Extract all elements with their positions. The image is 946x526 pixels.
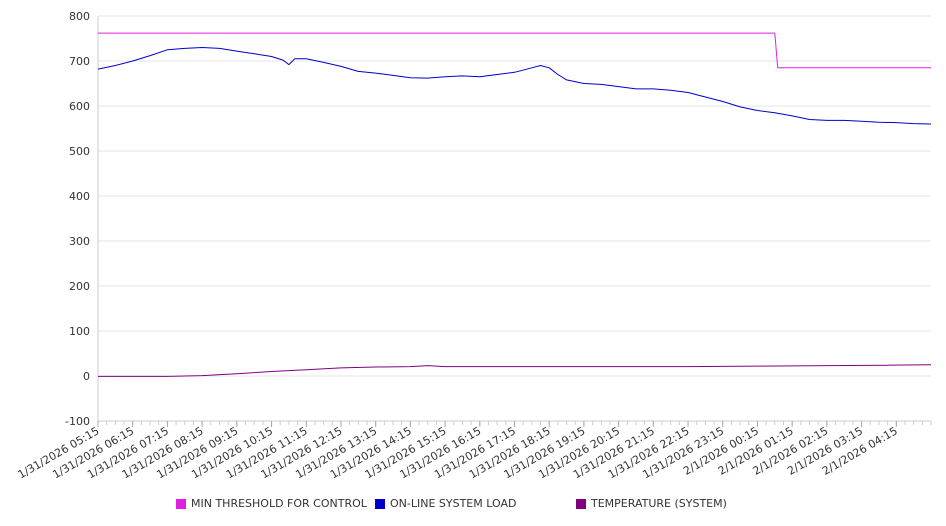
y-tick-label: 0	[83, 370, 90, 383]
y-tick-label: 400	[69, 190, 90, 203]
y-tick-label: -100	[65, 415, 90, 428]
series-line-2	[97, 47, 932, 125]
series-line-1	[98, 32, 931, 69]
legend-swatch	[176, 498, 186, 509]
y-tick-label: 100	[69, 325, 90, 338]
y-tick-label: 800	[69, 10, 90, 23]
legend-item[interactable]: MIN THRESHOLD FOR CONTROL	[176, 497, 367, 510]
y-tick-label: 700	[69, 55, 90, 68]
legend-swatch	[576, 498, 586, 509]
legend-swatch	[375, 498, 385, 509]
legend-item[interactable]: ON-LINE SYSTEM LOAD	[375, 497, 516, 510]
y-tick-label: 200	[69, 280, 90, 293]
y-tick-label: 600	[69, 100, 90, 113]
legend-label: TEMPERATURE (SYSTEM)	[591, 497, 727, 510]
legend-label: ON-LINE SYSTEM LOAD	[390, 497, 517, 510]
grid-layer	[98, 15, 931, 422]
series-line-3	[98, 364, 932, 377]
y-tick-label: 500	[69, 145, 90, 158]
axis-layer	[97, 16, 932, 427]
y-tick-label: 300	[69, 235, 90, 248]
legend-item[interactable]: TEMPERATURE (SYSTEM)	[576, 497, 727, 510]
series-layer	[97, 32, 932, 377]
legend-label: MIN THRESHOLD FOR CONTROL	[191, 497, 367, 510]
chart-legend: MIN THRESHOLD FOR CONTROL ON-LINE SYSTEM …	[0, 497, 946, 515]
